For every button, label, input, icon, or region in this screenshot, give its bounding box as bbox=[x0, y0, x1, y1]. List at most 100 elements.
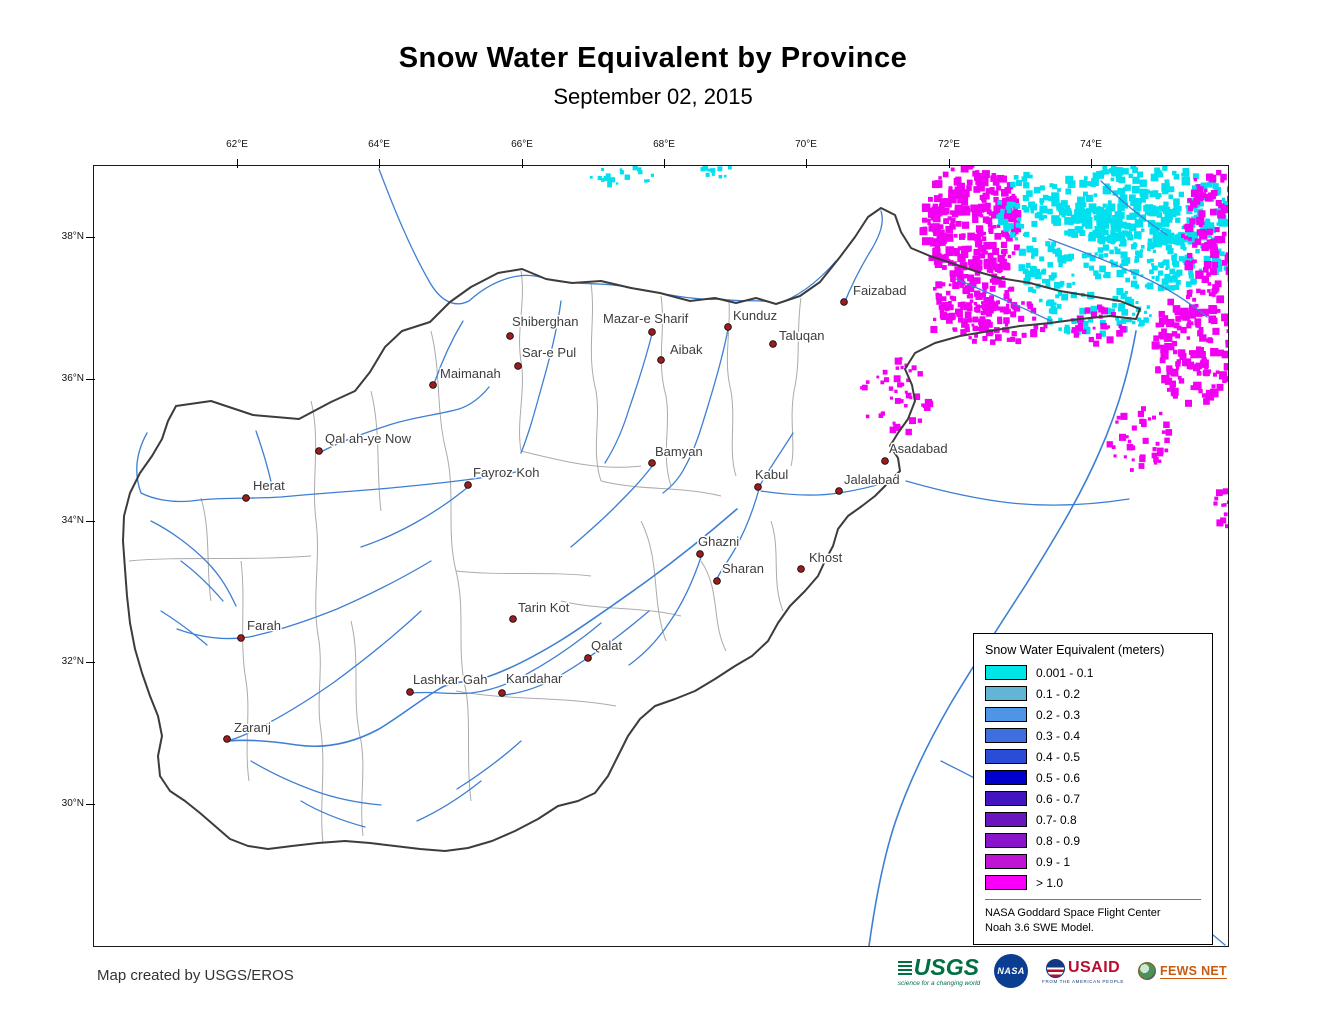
snow-pixel bbox=[603, 175, 609, 181]
snow-pixel bbox=[1220, 204, 1228, 214]
snow-pixel bbox=[882, 369, 888, 375]
snow-pixel bbox=[1131, 320, 1136, 325]
legend-swatch bbox=[985, 749, 1027, 764]
snow-pixel bbox=[1156, 447, 1164, 455]
snow-pixel bbox=[968, 259, 974, 265]
snow-pixel bbox=[982, 231, 986, 236]
snow-pixel bbox=[1049, 183, 1054, 188]
city-label-sharan: Sharan bbox=[722, 561, 764, 576]
snow-pixel bbox=[974, 333, 978, 338]
snow-pixel bbox=[952, 316, 956, 320]
snow-pixel bbox=[1028, 286, 1034, 293]
city-marker-sharan bbox=[713, 577, 721, 585]
snow-pixel bbox=[1112, 231, 1116, 235]
snow-pixel bbox=[1093, 340, 1100, 347]
snow-pixel bbox=[1158, 310, 1165, 318]
snow-pixel bbox=[1065, 188, 1072, 195]
snow-pixel bbox=[1090, 209, 1094, 213]
nasa-logo: NASA bbox=[994, 954, 1029, 988]
snow-pixel bbox=[1146, 210, 1153, 216]
snow-pixel bbox=[997, 268, 1002, 274]
snow-pixel bbox=[979, 305, 982, 308]
snow-pixel bbox=[1192, 192, 1196, 196]
snow-pixel bbox=[1185, 204, 1190, 209]
city-marker-herat bbox=[242, 494, 250, 502]
snow-pixel bbox=[1010, 202, 1016, 207]
snow-pixel bbox=[1070, 291, 1077, 299]
snow-pixel bbox=[1125, 435, 1129, 439]
snow-pixel bbox=[950, 218, 956, 224]
snow-pixel bbox=[1031, 255, 1035, 259]
snow-pixel bbox=[1153, 335, 1160, 342]
snow-pixel bbox=[984, 299, 990, 305]
snow-pixel bbox=[1216, 222, 1221, 226]
snow-pixel bbox=[1130, 166, 1137, 170]
snow-pixel bbox=[1107, 200, 1112, 205]
snow-pixel bbox=[1225, 339, 1228, 344]
snow-pixel bbox=[1203, 246, 1208, 251]
snow-pixel bbox=[1206, 182, 1213, 188]
snow-pixel bbox=[1171, 340, 1178, 347]
snow-pixel bbox=[953, 234, 958, 238]
snow-pixel bbox=[1199, 334, 1207, 342]
snow-pixel bbox=[1188, 304, 1197, 313]
snow-pixel bbox=[938, 262, 942, 266]
snow-pixel bbox=[967, 232, 976, 241]
snow-pixel bbox=[1144, 211, 1149, 215]
city-marker-qalat bbox=[584, 654, 592, 662]
snow-pixel bbox=[937, 229, 945, 237]
snow-pixel bbox=[978, 253, 984, 259]
snow-pixel bbox=[1196, 216, 1205, 226]
snow-pixel bbox=[1164, 448, 1169, 453]
snow-pixel bbox=[1065, 217, 1070, 222]
snow-pixel bbox=[1223, 363, 1228, 371]
snow-pixel bbox=[909, 396, 913, 400]
snow-pixel bbox=[1227, 186, 1228, 193]
snow-pixel bbox=[1163, 334, 1168, 340]
snow-pixel bbox=[1161, 278, 1169, 286]
snow-pixel bbox=[1207, 289, 1211, 293]
snow-pixel bbox=[1207, 222, 1213, 228]
snow-pixel bbox=[1214, 496, 1219, 501]
snow-pixel bbox=[1198, 268, 1203, 273]
snow-pixel bbox=[1200, 182, 1208, 190]
city-label-kabul: Kabul bbox=[755, 467, 788, 482]
snow-pixel bbox=[1196, 184, 1201, 189]
snow-pixel bbox=[967, 317, 973, 323]
snow-pixel bbox=[865, 414, 870, 419]
snow-pixel bbox=[959, 283, 964, 288]
snow-pixel bbox=[1198, 347, 1204, 353]
snow-pixel bbox=[889, 396, 893, 400]
snow-pixel bbox=[1186, 323, 1192, 329]
snow-pixel bbox=[1155, 322, 1161, 328]
snow-pixel bbox=[1072, 281, 1076, 285]
snow-pixel bbox=[1139, 320, 1145, 326]
snow-pixel bbox=[1212, 389, 1217, 394]
snow-pixel bbox=[1116, 330, 1123, 337]
snow-pixel bbox=[1193, 197, 1201, 205]
snow-pixel bbox=[1124, 222, 1131, 230]
snow-pixel bbox=[1173, 349, 1178, 355]
snow-pixel bbox=[983, 177, 988, 182]
snow-pixel bbox=[1124, 290, 1128, 295]
snow-pixel bbox=[917, 371, 923, 377]
legend-label: > 1.0 bbox=[1036, 875, 1064, 890]
snow-pixel bbox=[979, 194, 985, 200]
snow-pixel bbox=[1163, 333, 1173, 342]
snow-pixel bbox=[619, 168, 623, 171]
snow-pixel bbox=[1210, 208, 1217, 216]
snow-pixel bbox=[998, 264, 1003, 269]
snow-pixel bbox=[1129, 318, 1133, 322]
legend-row: 0.2 - 0.3 bbox=[985, 707, 1201, 722]
snow-pixel bbox=[928, 255, 934, 261]
snow-pixel bbox=[917, 418, 923, 423]
snow-pixel bbox=[1011, 312, 1015, 316]
snow-pixel bbox=[1052, 248, 1058, 254]
snow-pixel bbox=[1166, 387, 1171, 392]
snow-pixel bbox=[894, 398, 901, 404]
snow-pixel bbox=[1178, 191, 1184, 197]
snow-pixel bbox=[723, 174, 727, 178]
city-marker-shiberghan bbox=[506, 332, 514, 340]
snow-pixel bbox=[1205, 394, 1210, 399]
snow-pixel bbox=[1023, 171, 1030, 179]
